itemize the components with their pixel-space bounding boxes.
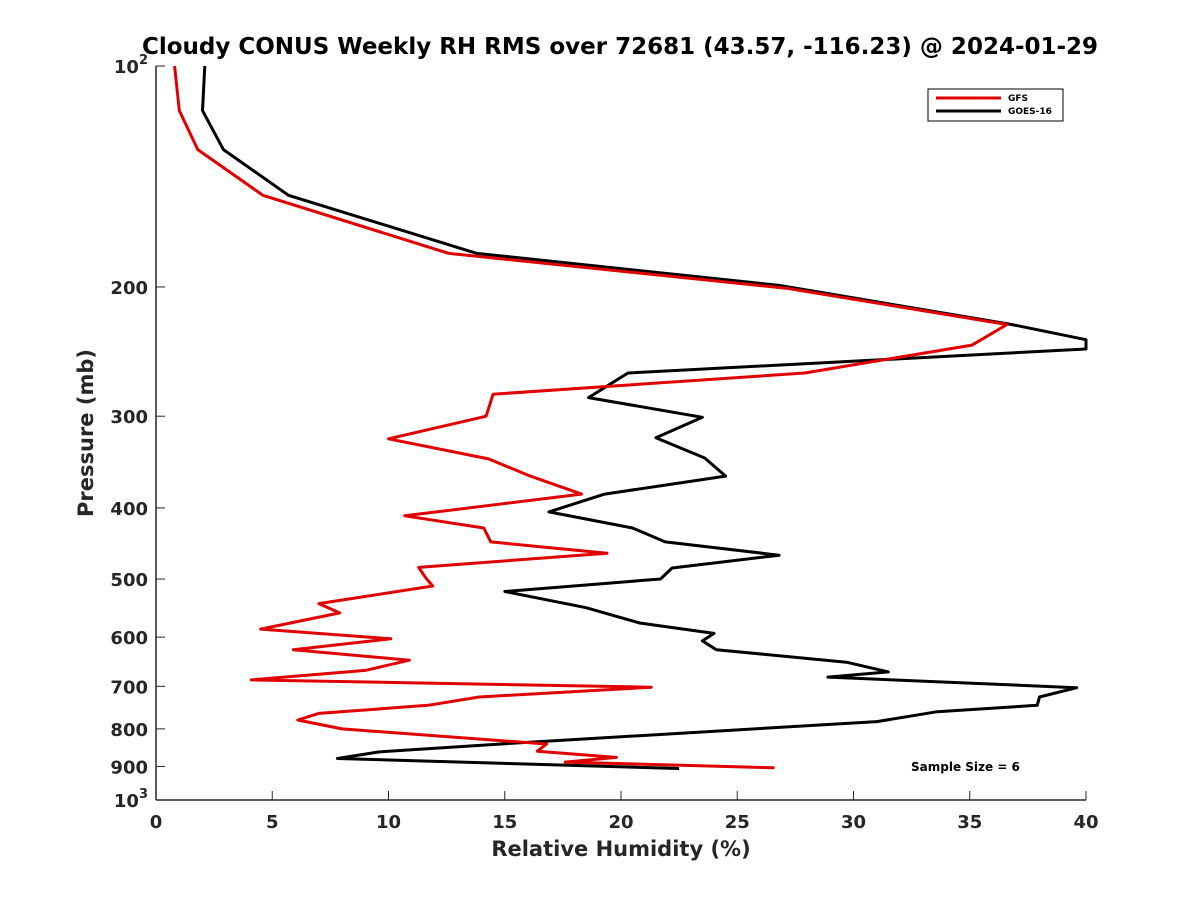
sample-size-annotation: Sample Size = 6: [911, 760, 1020, 774]
y-tick-label-3: 400: [110, 499, 148, 520]
legend: GFS GOES-16: [927, 88, 1064, 122]
x-tick-label-1: 5: [266, 812, 279, 833]
legend-label-0: GFS: [1008, 94, 1028, 104]
legend-label-1: GOES-16: [1008, 107, 1052, 117]
plot-area: [156, 66, 1086, 800]
x-tick-label-2: 10: [376, 812, 401, 833]
x-tick-label-7: 35: [957, 812, 982, 833]
series-line-0: [173, 65, 1009, 770]
y-tick-label-7: 800: [110, 720, 148, 741]
x-tick-label-6: 30: [841, 812, 866, 833]
series-line-1: [201, 65, 1088, 770]
x-axis-label: Relative Humidity (%): [491, 837, 750, 861]
y-axis-label: Pressure (mb): [74, 349, 98, 517]
y-tick-label-1: 200: [110, 278, 148, 299]
x-tick-label-5: 25: [725, 812, 750, 833]
y-tick-exponent-0: 2: [139, 53, 148, 68]
y-tick-label-8: 900: [110, 757, 148, 778]
y-tick-label-2: 300: [110, 407, 148, 428]
chart-title: Cloudy CONUS Weekly RH RMS over 72681 (4…: [142, 34, 1098, 60]
y-tick-label-4: 500: [110, 570, 148, 591]
x-tick-label-8: 40: [1073, 812, 1098, 833]
y-tick-label-5: 600: [110, 628, 148, 649]
legend-box: [927, 88, 1064, 122]
y-tick-label-6: 700: [110, 677, 148, 698]
y-tick-exponent-9: 3: [139, 787, 148, 802]
series-layer: [173, 65, 1088, 770]
x-tick-label-4: 20: [608, 812, 633, 833]
x-tick-label-0: 0: [150, 812, 163, 833]
x-tick-label-3: 15: [492, 812, 517, 833]
